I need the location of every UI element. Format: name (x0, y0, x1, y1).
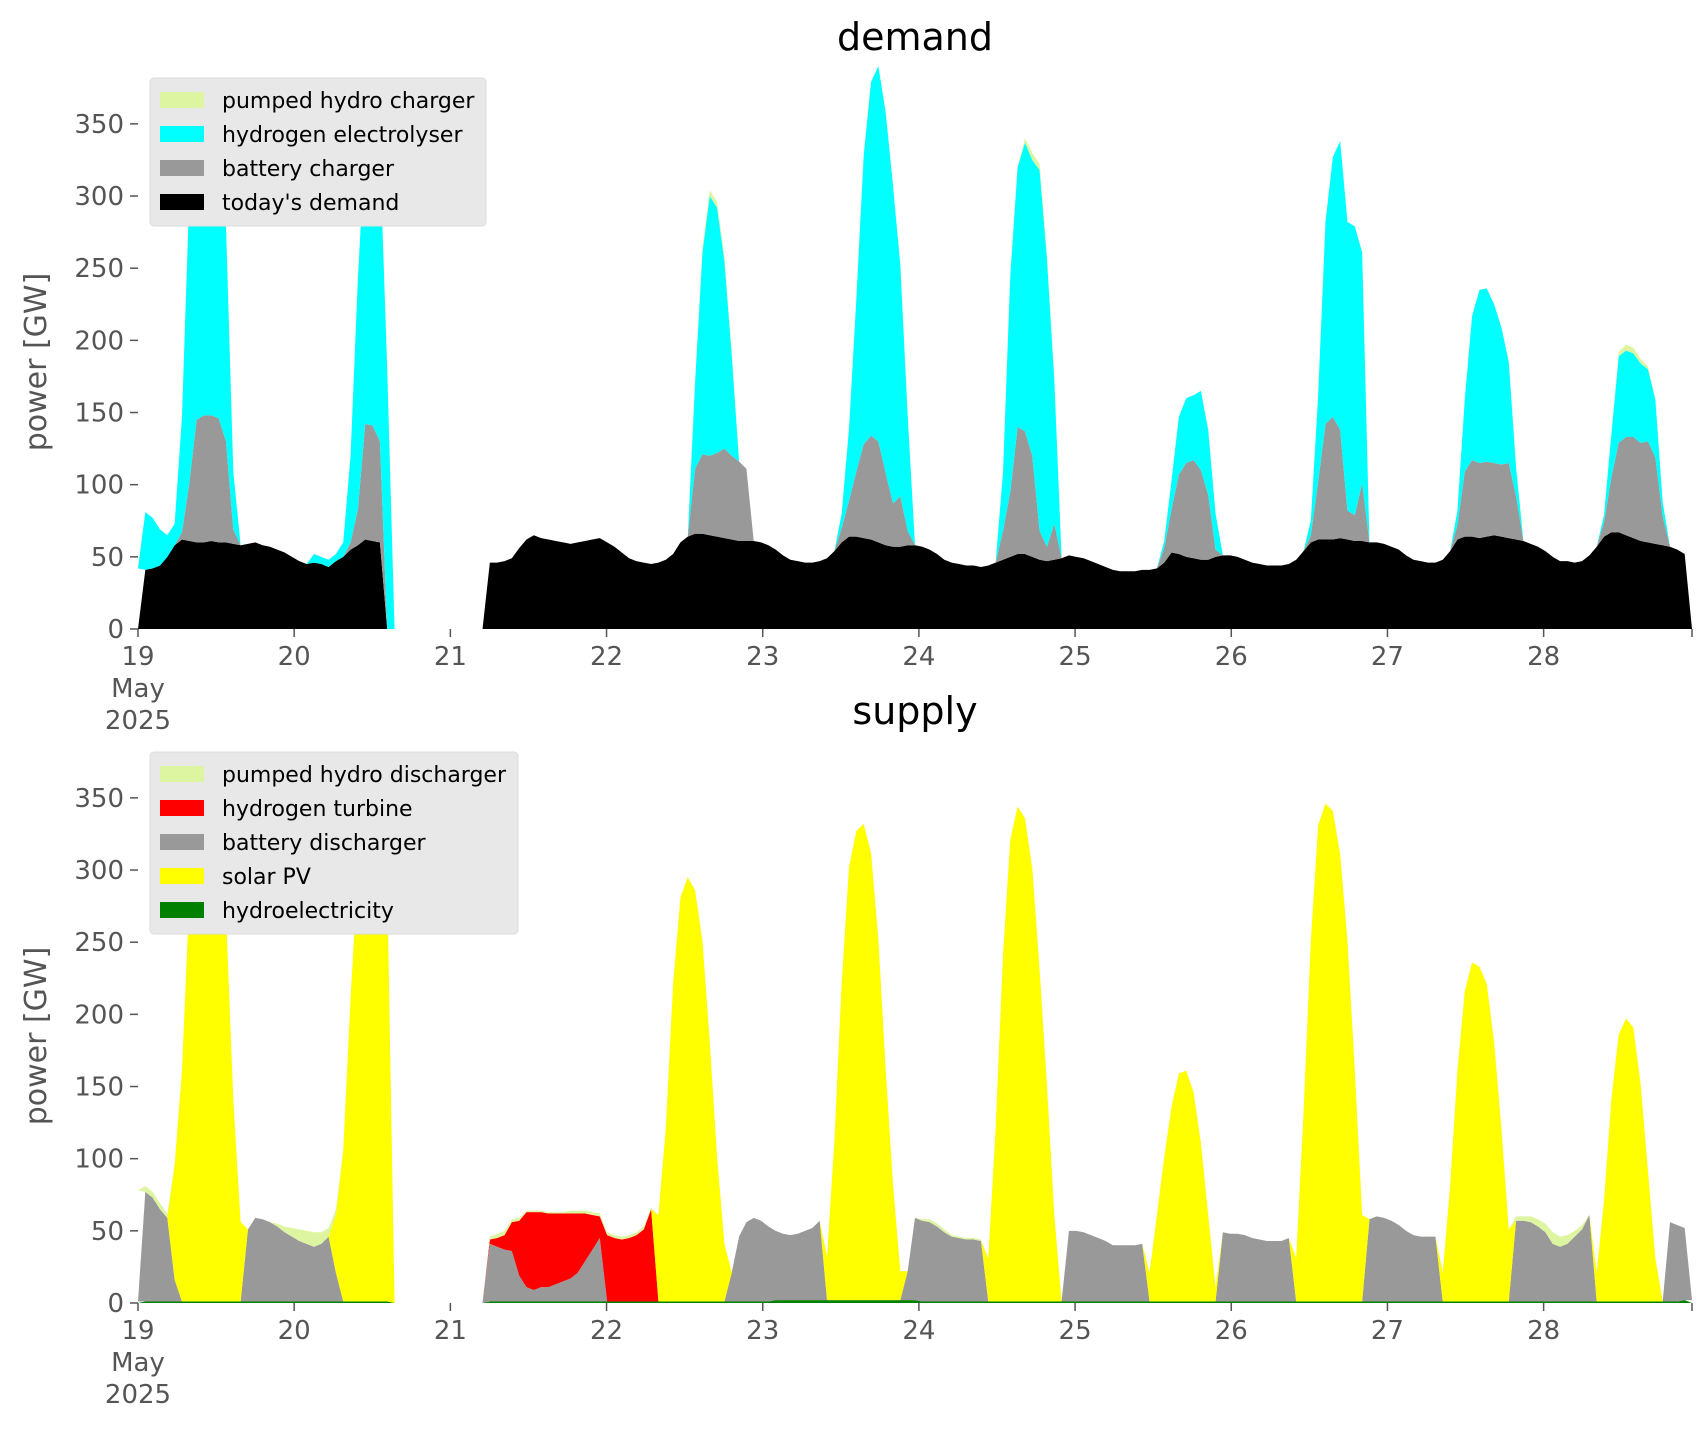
x-tick-label: 22 (590, 642, 623, 672)
legend-box (149, 751, 519, 935)
legend-label: pumped hydro discharger (222, 763, 507, 788)
legend-label: hydrogen electrolyser (222, 123, 463, 148)
legend-label: battery charger (222, 157, 395, 182)
panel-title: supply (852, 689, 977, 733)
legend-swatch (160, 194, 204, 210)
legend-label: solar PV (222, 865, 311, 890)
x-tick-label: 21 (434, 1316, 467, 1346)
y-tick-label: 250 (74, 254, 124, 284)
x-tick-label: 23 (746, 1316, 779, 1346)
y-tick-label: 300 (74, 856, 124, 886)
x-tick-sublabel: May (111, 1348, 165, 1378)
y-tick-label: 0 (107, 1289, 124, 1319)
x-tick-label: 28 (1527, 642, 1560, 672)
area-hydrogen-electrolyser (138, 66, 1671, 629)
x-tick-sublabel: 2025 (105, 706, 171, 736)
legend-swatch (160, 902, 204, 918)
x-tick-label: 23 (746, 642, 779, 672)
x-tick-label: 19 (121, 642, 154, 672)
area-solar-pv (167, 784, 1663, 1303)
y-tick-label: 100 (74, 1145, 124, 1175)
legend-label: hydrogen turbine (222, 797, 413, 822)
legend-swatch (160, 834, 204, 850)
y-tick-label: 150 (74, 1073, 124, 1103)
x-tick-label: 25 (1059, 642, 1092, 672)
y-tick-label: 100 (74, 471, 124, 501)
y-axis-label: power [GW] (19, 947, 54, 1126)
x-tick-label: 28 (1527, 1316, 1560, 1346)
legend-swatch (160, 800, 204, 816)
legend-swatch (160, 868, 204, 884)
x-tick-label: 21 (434, 642, 467, 672)
y-tick-label: 350 (74, 110, 124, 140)
y-tick-label: 300 (74, 182, 124, 212)
y-tick-label: 150 (74, 399, 124, 429)
x-tick-label: 26 (1215, 642, 1248, 672)
y-tick-label: 200 (74, 326, 124, 356)
area-battery-discharger (138, 1191, 1692, 1303)
x-tick-label: 19 (121, 1316, 154, 1346)
x-tick-label: 24 (902, 1316, 935, 1346)
panel-supply: supply 0 50 100 150 200 250 300 350 power [GW] 19 2… (19, 689, 1693, 1410)
area-hydrogen-turbine (482, 1209, 659, 1303)
x-tick-label: 27 (1371, 642, 1404, 672)
legend-label: hydroelectricity (222, 899, 394, 924)
y-tick-label: 50 (91, 1217, 124, 1247)
panel-title: demand (837, 15, 993, 59)
x-tick-label: 24 (902, 642, 935, 672)
x-tick-label: 26 (1215, 1316, 1248, 1346)
legend-label: battery discharger (222, 831, 427, 856)
x-tick-label: 22 (590, 1316, 623, 1346)
area-hydroelectricity (138, 1300, 1692, 1303)
x-tick-label: 20 (278, 1316, 311, 1346)
area-today-s-demand (138, 532, 1692, 629)
y-tick-label: 200 (74, 1000, 124, 1030)
y-tick-label: 50 (91, 543, 124, 573)
y-tick-label: 350 (74, 784, 124, 814)
x-tick-label: 25 (1059, 1316, 1092, 1346)
legend-label: today's demand (222, 191, 399, 216)
legend-swatch (160, 160, 204, 176)
legend-swatch (160, 126, 204, 142)
legend-label: pumped hydro charger (222, 89, 475, 114)
legend-box (149, 77, 487, 227)
y-axis-label: power [GW] (19, 273, 54, 452)
y-tick-label: 250 (74, 928, 124, 958)
x-tick-label: 27 (1371, 1316, 1404, 1346)
legend-swatch (160, 766, 204, 782)
y-tick-label: 0 (107, 615, 124, 645)
x-tick-label: 20 (278, 642, 311, 672)
legend-swatch (160, 92, 204, 108)
x-tick-sublabel: May (111, 674, 165, 704)
x-tick-sublabel: 2025 (105, 1380, 171, 1410)
panel-demand: demand 0 50 100 150 200 250 300 350 power [GW] 19 2… (19, 15, 1693, 736)
